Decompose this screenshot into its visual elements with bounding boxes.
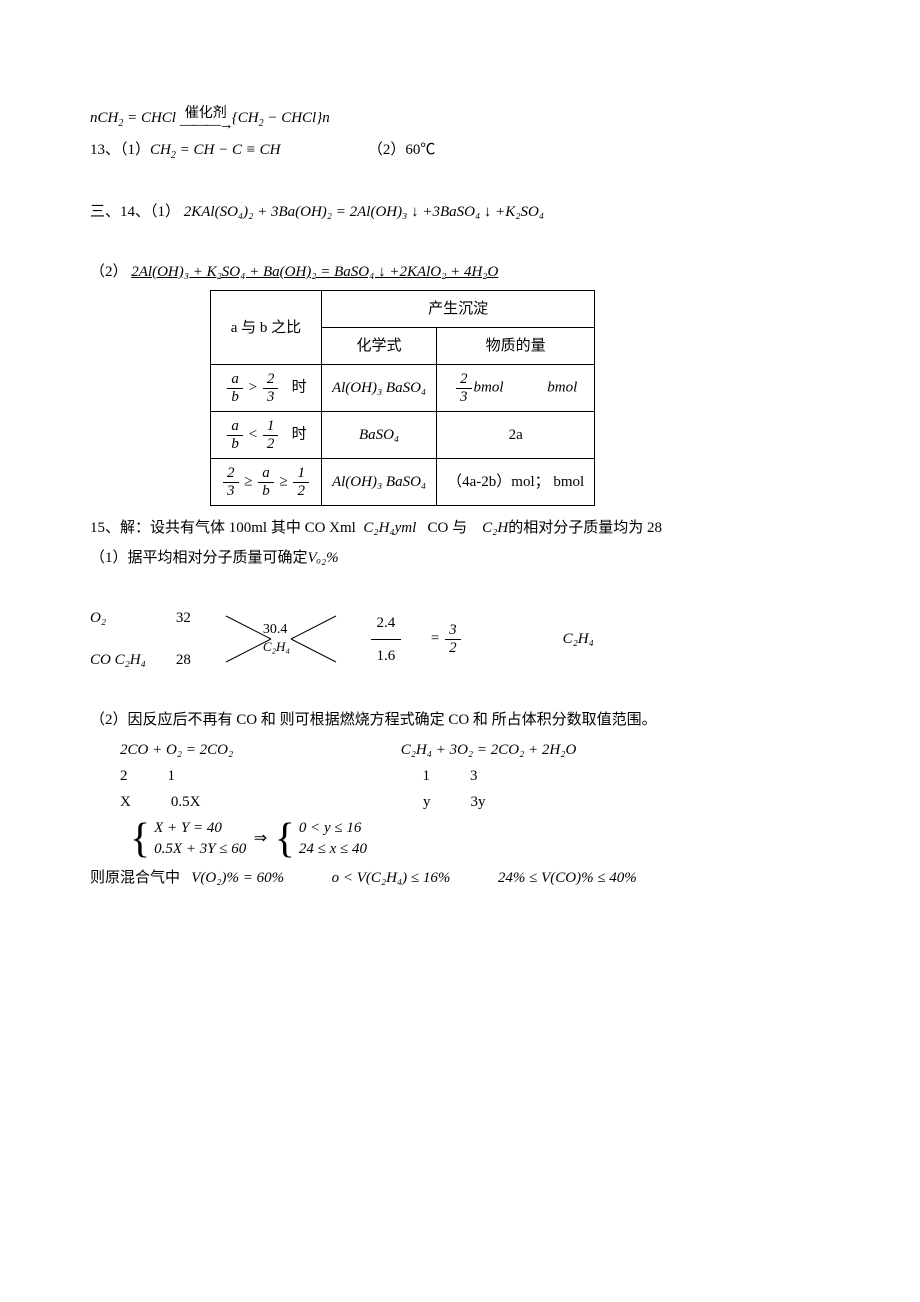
final-answer: 则原混合气中 V(O₂)% = 60% o < V(C₂H₄) ≤ 16% 24… <box>90 866 830 890</box>
cross-val-top: 32 <box>176 606 191 630</box>
stoich-row-2: X0.5X y3y <box>120 790 830 814</box>
combustion-equations: 2CO + O₂ = 2CO₂ C₂H₄ + 3O₂ = 2CO₂ + 2H₂O <box>120 738 830 762</box>
equation-polymerization: nCH2 = CHCl 催化剂 ———→ {CH2 − CHCl}n <box>90 106 830 132</box>
stoich-row-1: 21 13 <box>120 764 830 788</box>
table-row: ab > 23 时 Al(OH)₃ BaSO₄ 23bmol bmol <box>211 365 595 412</box>
left-brace-icon: { <box>275 818 295 860</box>
col-ratio: a 与 b 之比 <box>211 291 322 365</box>
reaction-arrow: 催化剂 ———→ <box>180 107 232 130</box>
cross-left-bot: CO C₂H₄ <box>90 648 146 672</box>
table-row: ab < 12 时 BaSO₄ 2a <box>211 412 595 459</box>
cell-amount: 23bmol bmol <box>437 365 595 412</box>
cell-condition: 23 ≥ ab ≥ 12 <box>211 459 322 506</box>
question-15-2: （2）因反应后不再有 CO 和 则可根据燃烧方程式确定 CO 和 所占体积分数取… <box>90 708 830 732</box>
question-13: 13、（1）CH2 = CH − C ≡ CH （2）60℃ <box>90 138 830 164</box>
question-14-2: （2） 2Al(OH)₃ + K₂SO₄ + Ba(OH)₂ = BaSO₄ ↓… <box>90 260 830 284</box>
left-brace-icon: { <box>130 818 150 860</box>
cross-left-top: O₂ <box>90 606 146 630</box>
question-15-1: （1）据平均相对分子质量可确定Vₒ₂% <box>90 546 830 570</box>
col-formula: 化学式 <box>321 328 436 365</box>
cell-formula: BaSO₄ <box>321 412 436 459</box>
implies-icon: ⇒ <box>254 826 267 852</box>
cross-right-bot: 1.6 <box>376 644 395 668</box>
inequality-system: { X + Y = 40 0.5X + 3Y ≤ 60 ⇒ { 0 < y ≤ … <box>130 818 830 860</box>
col-precipitate: 产生沉淀 <box>321 291 594 328</box>
cell-amount: （4a-2b）mol； bmol <box>437 459 595 506</box>
cross-method-diagram: O₂ CO C₂H₄ 32 28 30.4 C₂H₄ 2.4 1.6 = 32 … <box>90 606 830 672</box>
col-amount: 物质的量 <box>437 328 595 365</box>
table-row: 23 ≥ ab ≥ 12 Al(OH)₃ BaSO₄ （4a-2b）mol； b… <box>211 459 595 506</box>
cell-amount: 2a <box>437 412 595 459</box>
table-header-row: a 与 b 之比 产生沉淀 <box>211 291 595 328</box>
question-14-1: 三、14、（1） 2KAl(SO₄)₂ + 3Ba(OH)₂ = 2Al(OH)… <box>90 200 830 224</box>
question-15-header: 15、解：设共有气体 100ml 其中 CO Xml C₂H₄yml CO 与 … <box>90 516 830 540</box>
cell-condition: ab < 12 时 <box>211 412 322 459</box>
precipitate-table: a 与 b 之比 产生沉淀 化学式 物质的量 ab > 23 时 Al(OH)₃… <box>210 290 595 506</box>
cross-lines-icon: 30.4 C₂H₄ <box>221 611 341 667</box>
eq-14-1: 2KAl(SO₄)₂ + 3Ba(OH)₂ = 2Al(OH)₃ ↓ +3BaS… <box>184 204 544 220</box>
cell-formula: Al(OH)₃ BaSO₄ <box>321 365 436 412</box>
cell-formula: Al(OH)₃ BaSO₄ <box>321 459 436 506</box>
cross-right-top: 2.4 <box>376 611 395 635</box>
cell-condition: ab > 23 时 <box>211 365 322 412</box>
cross-val-bot: 28 <box>176 648 191 672</box>
eq-lhs: nCH <box>90 110 118 126</box>
eq-14-2: 2Al(OH)₃ + K₂SO₄ + Ba(OH)₂ = BaSO₄ ↓ +2K… <box>131 264 498 280</box>
